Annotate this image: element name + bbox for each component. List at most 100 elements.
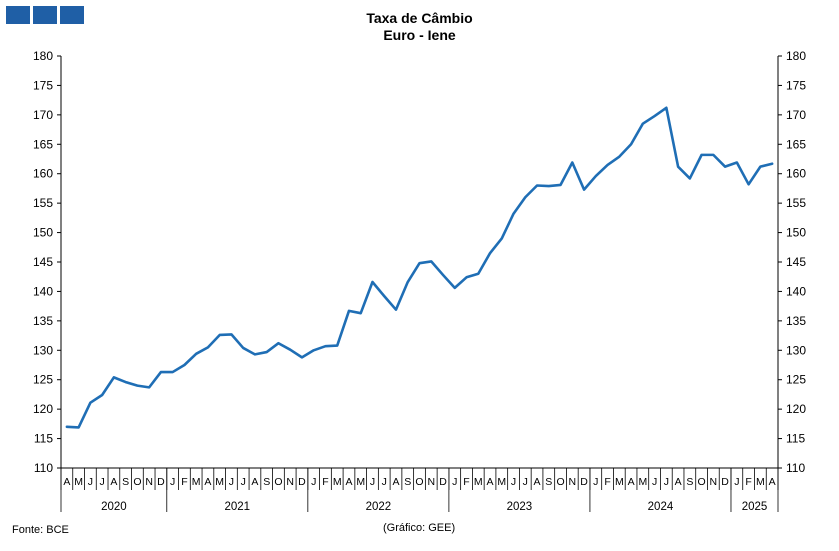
x-month-label: J [734,476,739,488]
x-month-label: J [170,476,175,488]
x-month-label: N [145,476,153,488]
y-tick-label-right: 165 [786,137,806,151]
logo-block-1 [6,6,30,24]
x-month-label: F [604,476,610,488]
x-month-label: A [63,476,70,488]
x-year-label: 2020 [101,501,127,513]
x-month-label: F [745,476,751,488]
x-month-label: S [122,476,129,488]
y-tick-label-right: 170 [786,108,806,122]
x-year-label: 2021 [225,501,251,513]
x-month-label: M [215,476,224,488]
y-tick-label-left: 160 [33,167,53,181]
x-month-label: M [333,476,342,488]
logo [6,6,84,24]
logo-block-3 [60,6,84,24]
y-tick-label-right: 175 [786,78,806,92]
x-month-label: J [100,476,105,488]
x-month-label: O [415,476,423,488]
x-month-label: O [133,476,141,488]
x-year-label: 2025 [742,501,768,513]
y-tick-label-right: 120 [786,402,806,416]
y-tick-label-right: 155 [786,196,806,210]
x-month-label: A [204,476,211,488]
x-month-label: A [251,476,258,488]
y-tick-label-right: 115 [786,432,805,446]
y-tick-label-left: 110 [34,461,53,475]
x-month-label: A [769,476,776,488]
y-tick-label-left: 135 [33,314,53,328]
x-month-label: S [263,476,270,488]
series-line [65,106,774,429]
chart-title-line1: Taxa de Câmbio [366,10,473,26]
y-tick-label-left: 155 [33,196,53,210]
y-tick-label-left: 175 [33,78,53,92]
chart-title-line2: Euro - Iene [383,27,456,43]
x-month-label: A [628,476,635,488]
x-month-label: M [74,476,83,488]
x-month-label: S [404,476,411,488]
x-month-label: J [452,476,457,488]
x-month-label: N [569,476,577,488]
y-tick-label-right: 130 [786,343,806,357]
x-month-label: J [241,476,246,488]
x-month-label: M [615,476,624,488]
y-tick-label-right: 150 [786,226,806,240]
x-month-label: O [556,476,564,488]
x-year-label: 2024 [648,501,674,513]
credit-note: (Gráfico: GEE) [383,522,456,534]
x-month-label: A [675,476,682,488]
x-month-label: A [392,476,399,488]
x-month-label: A [110,476,117,488]
y-tick-label-left: 170 [33,108,53,122]
y-tick-label-right: 125 [786,373,806,387]
x-month-label: D [721,476,729,488]
y-tick-label-left: 120 [33,402,53,416]
x-month-label: M [356,476,365,488]
x-month-label: J [523,476,528,488]
x-month-label: F [181,476,187,488]
y-tick-label-right: 180 [786,49,806,63]
x-month-label: M [474,476,483,488]
y-tick-label-right: 160 [786,167,806,181]
x-month-label: J [652,476,657,488]
x-month-label: M [497,476,506,488]
x-month-label: N [286,476,294,488]
x-month-label: A [534,476,541,488]
y-tick-label-left: 180 [33,49,53,63]
y-tick-label-left: 140 [33,284,53,298]
x-month-label: J [229,476,234,488]
x-month-label: D [580,476,588,488]
x-month-label: J [382,476,387,488]
y-tick-label-left: 165 [33,137,53,151]
y-tick-label-right: 110 [786,461,805,475]
y-tick-label-right: 135 [786,314,806,328]
x-year-label: 2022 [366,501,392,513]
x-month-label: D [157,476,165,488]
x-year-label: 2023 [507,501,533,513]
x-month-label: S [686,476,693,488]
x-month-label: S [545,476,552,488]
x-month-label: J [511,476,516,488]
x-month-label: M [638,476,647,488]
x-month-label: J [370,476,375,488]
x-month-label: N [710,476,718,488]
y-tick-label-left: 145 [33,255,53,269]
x-month-label: O [274,476,282,488]
x-month-label: J [88,476,93,488]
y-tick-label-left: 150 [33,226,53,240]
x-month-label: D [298,476,306,488]
x-month-label: F [322,476,328,488]
y-tick-label-left: 130 [33,343,53,357]
x-month-label: F [463,476,469,488]
source-note: Fonte: BCE [12,524,69,536]
logo-block-2 [33,6,57,24]
x-month-label: N [427,476,435,488]
x-month-label: D [439,476,447,488]
x-month-label: M [756,476,765,488]
y-tick-label-right: 140 [786,284,806,298]
x-month-label: A [487,476,494,488]
x-month-label: O [698,476,706,488]
y-tick-label-right: 145 [786,255,806,269]
